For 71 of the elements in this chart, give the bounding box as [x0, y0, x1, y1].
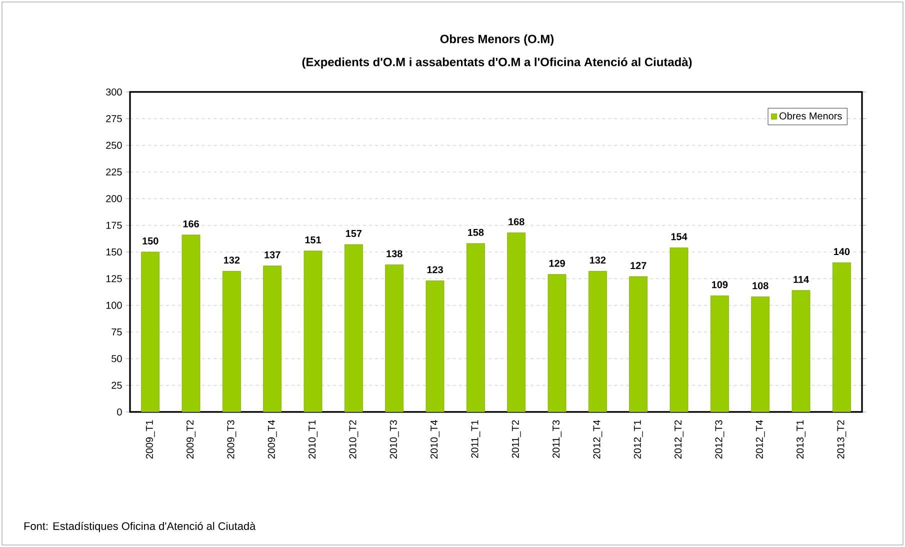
y-tick-label: 275 [106, 115, 122, 122]
data-label: 158 [468, 228, 484, 236]
bar [141, 252, 160, 412]
y-tick-label: 250 [106, 142, 122, 149]
bar [629, 276, 648, 412]
y-tick-label: 75 [112, 328, 122, 336]
data-label: 166 [183, 220, 199, 228]
x-tick-label: 2010_T3 [390, 420, 399, 459]
data-label: 138 [386, 250, 402, 258]
y-tick-label: 150 [106, 248, 122, 256]
data-label: 157 [346, 230, 362, 237]
data-label: 108 [752, 282, 768, 290]
bar [751, 296, 770, 412]
text: Font: Estadístiques Oficina d'Atenció al Ciutadà [24, 522, 256, 532]
y-tick-label: 0 [117, 408, 122, 416]
x-tick-label: 2012_T2 [674, 420, 684, 459]
data-label: 151 [305, 236, 322, 244]
x-tick-label: 2012_T3 [715, 420, 724, 459]
x-tick-label: 2012_T1 [634, 420, 643, 459]
bar [182, 234, 200, 412]
y-tick-label: 100 [106, 302, 122, 309]
y-tick-label: 25 [112, 382, 122, 389]
x-tick-label: 2011_T2 [512, 420, 521, 458]
x-tick-label: 2010_T1 [308, 420, 318, 459]
bar [507, 232, 526, 412]
x-tick-label: 2009_T1 [146, 420, 155, 459]
bar [304, 250, 322, 412]
x-tick-label: 2012_T4 [593, 420, 602, 459]
data-label: 132 [590, 256, 606, 264]
chart-title: Obres Menors (O.M) [440, 34, 554, 46]
data-label: 150 [142, 237, 158, 244]
bar [385, 264, 404, 412]
data-label: 132 [224, 256, 240, 264]
bar [670, 248, 688, 412]
data-label: 127 [630, 262, 646, 269]
x-tick-label: 2013_T1 [796, 420, 806, 459]
bar [710, 296, 729, 412]
data-label: 109 [712, 281, 728, 288]
x-tick-label: 2009_T3 [227, 420, 236, 459]
data-label: 168 [508, 218, 524, 226]
y-tick-label: 225 [106, 168, 122, 176]
x-tick-label: 2009_T4 [268, 420, 277, 459]
data-label: 114 [794, 276, 809, 283]
data-label: 154 [671, 233, 688, 240]
bar [548, 274, 566, 412]
data-label: 140 [834, 248, 850, 256]
data-label: 137 [264, 251, 280, 258]
y-tick-label: 300 [106, 88, 122, 96]
bar [344, 244, 363, 412]
bar [832, 262, 851, 412]
legend-label: Obres Menors [780, 112, 842, 120]
bar [588, 270, 607, 412]
x-tick-label: 2011_T3 [552, 420, 562, 458]
y-tick-label: 50 [112, 355, 122, 362]
x-tick-label: 2013_T2 [837, 420, 846, 459]
bar [263, 266, 282, 412]
bar [222, 270, 241, 412]
bar [792, 290, 810, 412]
bar [466, 243, 485, 412]
x-tick-label: 2010_T4 [430, 420, 440, 459]
x-tick-label: 2010_T2 [349, 420, 358, 459]
data-label: 129 [549, 260, 565, 267]
x-tick-label: 2011_T1 [471, 420, 480, 458]
x-tick-label: 2009_T2 [186, 420, 196, 459]
x-tick-label: 2012_T4 [756, 420, 765, 459]
bar [426, 280, 444, 412]
y-tick-label: 125 [106, 275, 122, 282]
y-tick-label: 200 [106, 195, 122, 202]
data-label: 123 [427, 266, 443, 274]
y-tick-label: 175 [106, 222, 122, 229]
chart-subtitle: (Expedients d'O.M i assabentats d'O.M a l'Oficina Atenció al Ciutadà) [302, 57, 692, 69]
